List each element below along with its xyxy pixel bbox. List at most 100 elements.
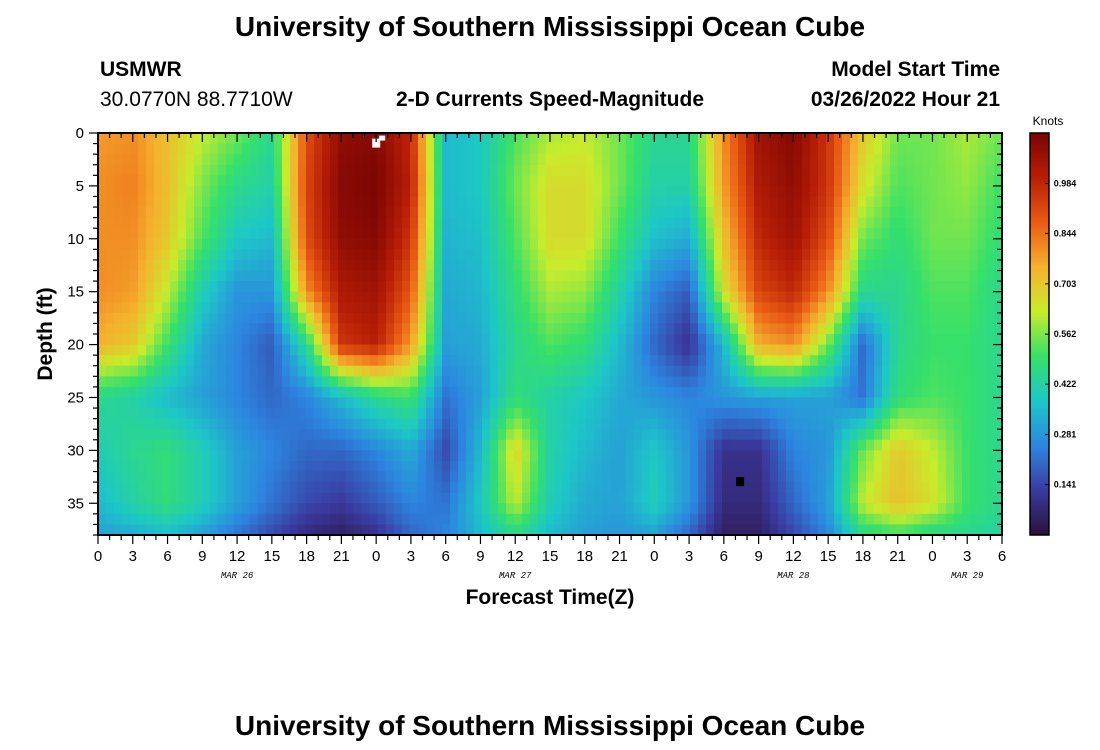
heatmap-cell [482,175,491,187]
heatmap-cell [874,460,883,473]
heatmap-cell [978,471,987,483]
heatmap-cell [458,302,467,314]
heatmap-cell [842,207,851,219]
heatmap-cell [746,238,755,250]
heatmap-cell [570,439,579,451]
heatmap-cell [242,482,251,494]
heatmap-cell [610,249,619,261]
heatmap-cell [842,249,851,261]
heatmap-cell [722,513,731,526]
heatmap-cell [578,418,587,430]
heatmap-cell [434,439,443,451]
heatmap-cell [666,312,675,325]
heatmap-cell [946,513,955,526]
heatmap-cell [98,312,107,325]
heatmap-cell [866,133,875,145]
heatmap-cell [642,524,651,536]
heatmap-cell [458,513,467,526]
x-tick-label: 18 [576,548,593,565]
heatmap-cell [274,154,283,166]
heatmap-cell [170,154,179,166]
y-tick-label: 35 [67,495,84,512]
heatmap-cell [106,143,115,155]
heatmap-cell [850,524,859,536]
heatmap-cell [626,291,635,303]
heatmap-cell [930,429,939,441]
heatmap-cell [978,238,987,250]
heatmap-cell [290,154,299,166]
heatmap-cell [522,492,531,504]
heatmap-cell [386,281,395,293]
heatmap-cell [498,482,507,494]
heatmap-cell [802,185,811,198]
heatmap-cell [218,154,227,166]
heatmap-cell [354,291,363,303]
heatmap-cell [354,365,363,377]
heatmap-cell [146,503,155,515]
heatmap-cell [522,143,531,155]
heatmap-cell [370,270,379,282]
heatmap-cell [642,513,651,526]
heatmap-cell [530,154,539,166]
heatmap-cell [258,143,267,155]
heatmap-cell [634,450,643,462]
heatmap-cell [658,270,667,282]
heatmap-cell [882,524,891,536]
heatmap-cell [162,154,171,166]
heatmap-cell [738,302,747,314]
heatmap-cell [938,492,947,504]
heatmap-cell [234,471,243,483]
heatmap-cell [458,386,467,399]
heatmap-cell [178,365,187,377]
heatmap-cell [394,238,403,250]
heatmap-cell [794,492,803,504]
heatmap-cell [210,281,219,293]
heatmap-cell [930,281,939,293]
heatmap-cell [202,270,211,282]
heatmap-cell [578,408,587,420]
heatmap-cell [634,397,643,409]
heatmap-cell [834,386,843,399]
heatmap-cell [770,164,779,176]
heatmap-cell [274,217,283,229]
heatmap-cell [210,175,219,187]
heatmap-cell [642,217,651,229]
heatmap-cell [914,175,923,187]
heatmap-cell [202,259,211,272]
heatmap-cell [618,503,627,515]
heatmap-cell [410,460,419,473]
heatmap-cell [538,281,547,293]
heatmap-cell [986,154,995,166]
heatmap-cell [330,513,339,526]
heatmap-cell [930,207,939,219]
heatmap-cell [706,418,715,430]
heatmap-cell [202,334,211,346]
heatmap-cell [722,291,731,303]
heatmap-cell [890,386,899,399]
heatmap-cell [290,408,299,420]
heatmap-cell [826,450,835,462]
heatmap-cell [634,302,643,314]
heatmap-cell [562,323,571,335]
heatmap-cell [746,524,755,536]
heatmap-cell [578,302,587,314]
heatmap-cell [914,408,923,420]
heatmap-cell [970,185,979,198]
heatmap-cell [954,344,963,356]
heatmap-cell [978,503,987,515]
heatmap-cell [386,344,395,356]
heatmap-cell [802,513,811,526]
heatmap-cell [778,291,787,303]
heatmap-cell [474,344,483,356]
heatmap-cell [490,460,499,473]
heatmap-cell [538,503,547,515]
heatmap-cell [602,492,611,504]
heatmap-cell [762,334,771,346]
heatmap-cell [778,185,787,198]
heatmap-cell [898,312,907,325]
heatmap-cell [706,196,715,208]
heatmap-cell [226,429,235,441]
heatmap-cell [298,228,307,240]
heatmap-cell [962,228,971,240]
heatmap-cell [898,397,907,409]
